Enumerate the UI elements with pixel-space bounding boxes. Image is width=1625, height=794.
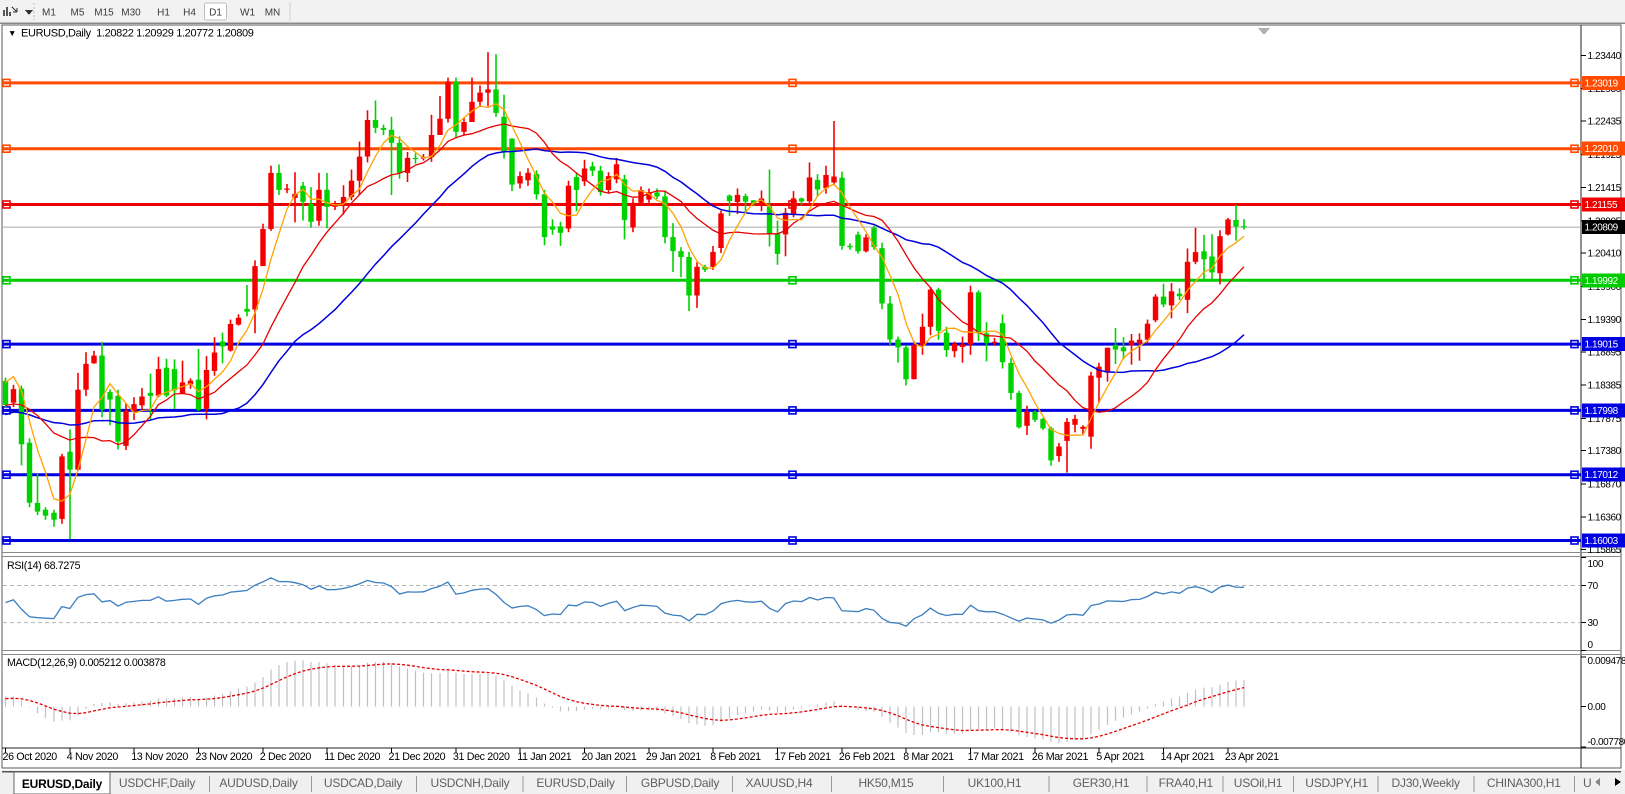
svg-text:21 Dec 2020: 21 Dec 2020: [389, 751, 446, 763]
svg-text:UK100,H1: UK100,H1: [968, 776, 1022, 790]
svg-text:H4: H4: [183, 8, 196, 19]
svg-text:11 Dec 2020: 11 Dec 2020: [324, 751, 380, 763]
svg-text:M1: M1: [42, 8, 56, 19]
svg-text:30: 30: [1588, 618, 1599, 629]
svg-text:1.19390: 1.19390: [1588, 315, 1622, 326]
svg-text:1.17998: 1.17998: [1585, 406, 1619, 417]
svg-text:MN: MN: [265, 8, 281, 19]
svg-text:CHINA300,H1: CHINA300,H1: [1487, 776, 1561, 790]
svg-text:17 Mar 2021: 17 Mar 2021: [968, 751, 1025, 763]
svg-text:1.19992: 1.19992: [1585, 276, 1619, 287]
svg-text:11 Jan 2021: 11 Jan 2021: [517, 751, 572, 763]
svg-text:M5: M5: [71, 8, 85, 19]
svg-text:GER30,H1: GER30,H1: [1073, 776, 1130, 790]
svg-text:31 Dec 2020: 31 Dec 2020: [453, 751, 510, 763]
svg-text:GBPUSD,Daily: GBPUSD,Daily: [641, 776, 719, 790]
svg-text:17 Feb 2021: 17 Feb 2021: [775, 751, 832, 763]
svg-text:M30: M30: [121, 8, 141, 19]
svg-text:USOil,H1: USOil,H1: [1234, 776, 1283, 790]
svg-text:23 Apr 2021: 23 Apr 2021: [1225, 751, 1279, 763]
svg-text:1.18895: 1.18895: [1588, 347, 1622, 358]
svg-text:USDJPY,H1: USDJPY,H1: [1305, 776, 1368, 790]
svg-text:26 Mar 2021: 26 Mar 2021: [1032, 751, 1089, 763]
svg-text:5 Apr 2021: 5 Apr 2021: [1096, 751, 1145, 763]
svg-text:13 Nov 2020: 13 Nov 2020: [131, 751, 188, 763]
svg-text:1.16360: 1.16360: [1588, 513, 1622, 524]
svg-text:1.15865: 1.15865: [1588, 545, 1622, 556]
svg-text:1.17875: 1.17875: [1588, 414, 1622, 425]
svg-text:1.20809: 1.20809: [1585, 223, 1619, 234]
svg-text:29 Jan 2021: 29 Jan 2021: [646, 751, 701, 763]
svg-text:D1: D1: [209, 8, 222, 19]
svg-text:23 Nov 2020: 23 Nov 2020: [196, 751, 253, 763]
svg-text:1.21155: 1.21155: [1585, 200, 1618, 211]
svg-text:1.23440: 1.23440: [1588, 51, 1622, 62]
svg-text:4 Nov 2020: 4 Nov 2020: [67, 751, 119, 763]
svg-text:M15: M15: [94, 8, 114, 19]
svg-text:AUDUSD,Daily: AUDUSD,Daily: [219, 776, 297, 790]
svg-text:FRA40,H1: FRA40,H1: [1159, 776, 1214, 790]
svg-text:1.17012: 1.17012: [1585, 470, 1619, 481]
svg-text:8 Mar 2021: 8 Mar 2021: [903, 751, 954, 763]
svg-text:1.20410: 1.20410: [1588, 249, 1622, 260]
svg-text:26 Oct 2020: 26 Oct 2020: [3, 751, 58, 763]
svg-text:1.16003: 1.16003: [1585, 536, 1619, 547]
svg-text:70: 70: [1588, 581, 1599, 592]
svg-text:W1: W1: [240, 8, 255, 19]
svg-text:26 Feb 2021: 26 Feb 2021: [839, 751, 896, 763]
svg-text:-0.007780: -0.007780: [1588, 737, 1625, 748]
svg-text:EURUSD,Daily: EURUSD,Daily: [22, 777, 103, 791]
svg-text:2 Dec 2020: 2 Dec 2020: [260, 751, 312, 763]
svg-text:1.18385: 1.18385: [1588, 381, 1622, 392]
svg-text:DJ30,Weekly: DJ30,Weekly: [1392, 776, 1460, 790]
svg-text:0.00: 0.00: [1588, 702, 1607, 713]
svg-text:0.009478: 0.009478: [1588, 656, 1625, 667]
svg-text:1.21415: 1.21415: [1588, 183, 1622, 194]
svg-text:1.22435: 1.22435: [1588, 117, 1622, 128]
svg-text:14 Apr 2021: 14 Apr 2021: [1161, 751, 1215, 763]
svg-text:U: U: [1583, 776, 1591, 790]
svg-text:RSI(14) 68.7275: RSI(14) 68.7275: [7, 560, 81, 572]
svg-text:1.22010: 1.22010: [1585, 144, 1619, 155]
svg-text:100: 100: [1588, 559, 1604, 570]
svg-text:H1: H1: [157, 8, 170, 19]
svg-text:EURUSD,Daily 1.20822 1.20929: EURUSD,Daily 1.20822 1.20929 1.20772 1.2…: [21, 28, 254, 40]
svg-text:8 Feb 2021: 8 Feb 2021: [710, 751, 761, 763]
svg-text:XAUUSD,H4: XAUUSD,H4: [746, 776, 813, 790]
svg-text:USDCNH,Daily: USDCNH,Daily: [431, 776, 510, 790]
svg-text:0: 0: [1588, 640, 1594, 651]
svg-text:1.16870: 1.16870: [1588, 480, 1622, 491]
svg-text:▼: ▼: [8, 28, 16, 38]
svg-text:1.23019: 1.23019: [1585, 78, 1619, 89]
svg-text:1.17380: 1.17380: [1588, 446, 1622, 457]
svg-text:USDCAD,Daily: USDCAD,Daily: [324, 776, 402, 790]
svg-text:HK50,M15: HK50,M15: [858, 776, 914, 790]
svg-text:20 Jan 2021: 20 Jan 2021: [582, 751, 637, 763]
svg-text:MACD(12,26,9) 0.005212 0.00387: MACD(12,26,9) 0.005212 0.003878: [7, 657, 166, 669]
svg-text:USDCHF,Daily: USDCHF,Daily: [119, 776, 195, 790]
svg-text:EURUSD,Daily: EURUSD,Daily: [536, 776, 614, 790]
svg-text:1.19015: 1.19015: [1585, 340, 1619, 351]
